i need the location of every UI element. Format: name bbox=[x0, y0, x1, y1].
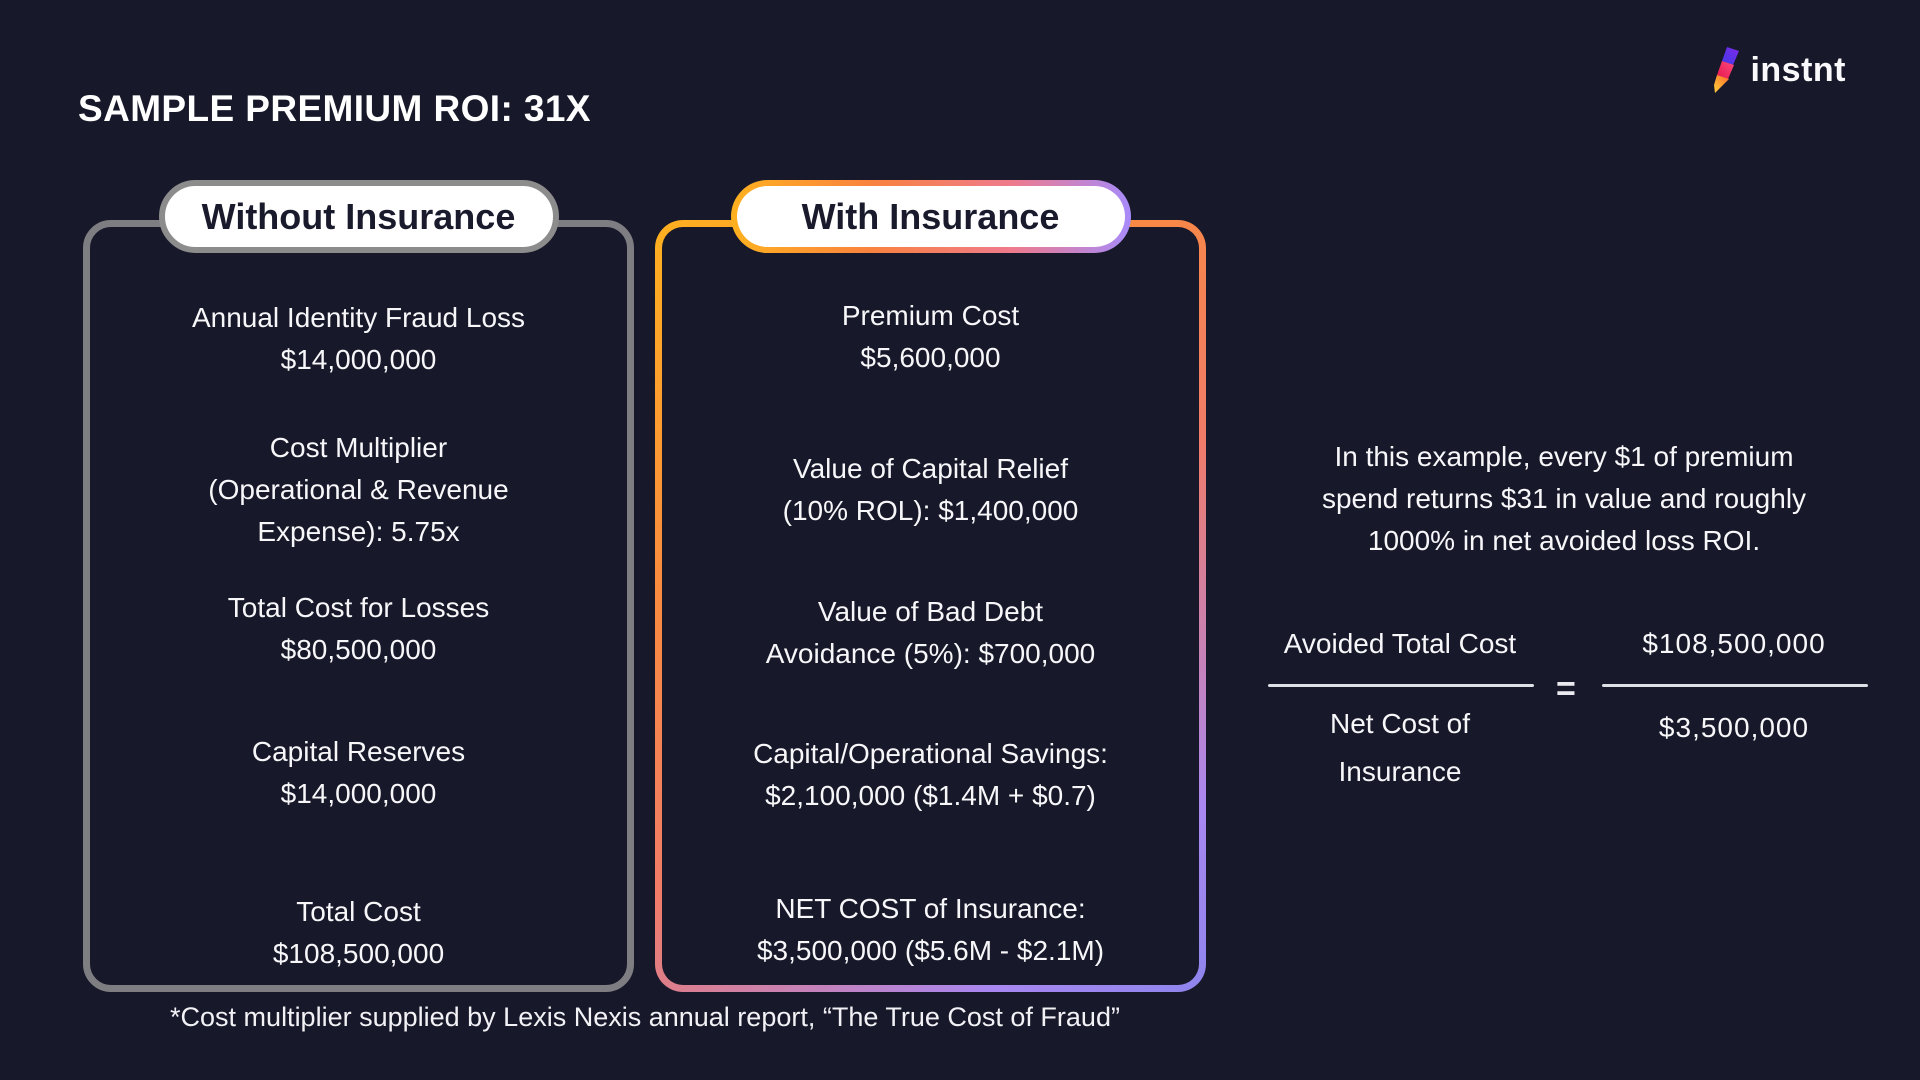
formula-denominator-label: Net Cost of Insurance bbox=[1329, 708, 1471, 787]
without-row-cost-multiplier: Cost Multiplier (Operational & Revenue E… bbox=[208, 432, 509, 547]
without-row-annual-fraud-loss: Annual Identity Fraud Loss $14,000,000 bbox=[191, 302, 526, 375]
page-title: SAMPLE PREMIUM ROI: 31X bbox=[78, 88, 591, 129]
instnt-logo: instnt bbox=[1713, 46, 1846, 94]
without-row-total-cost: Total Cost $108,500,000 bbox=[272, 896, 445, 969]
roi-summary-text: In this example, every $1 of premium spe… bbox=[1321, 441, 1807, 556]
without-insurance-header-pill: Without Insurance bbox=[158, 180, 559, 253]
with-row-capital-op-savings: Capital/Operational Savings: $2,100,000 … bbox=[753, 738, 1108, 811]
fraction-bar-right bbox=[1602, 684, 1868, 687]
without-row-total-cost-losses: Total Cost for Losses $80,500,000 bbox=[227, 592, 490, 665]
equals-sign: = bbox=[1556, 670, 1576, 708]
formula-numerator-value: $108,500,000 bbox=[1642, 628, 1826, 659]
logo-wordmark: instnt bbox=[1750, 50, 1846, 89]
without-insurance-card: Without Insurance Annual Identity Fraud … bbox=[83, 180, 634, 992]
formula-denominator-value: $3,500,000 bbox=[1658, 712, 1810, 743]
with-insurance-card-body: Premium Cost $5,600,000 Value of Capital… bbox=[662, 227, 1199, 985]
with-insurance-card: With Insurance Premium Cost $5,600,000 V… bbox=[655, 180, 1206, 992]
formula-numerator-label: Avoided Total Cost bbox=[1283, 628, 1517, 659]
with-row-bad-debt-avoidance: Value of Bad Debt Avoidance (5%): $700,0… bbox=[765, 596, 1096, 669]
without-row-capital-reserves: Capital Reserves $14,000,000 bbox=[251, 736, 466, 809]
with-insurance-header-pill: With Insurance bbox=[730, 180, 1131, 253]
fraction-bar-left bbox=[1268, 684, 1534, 687]
footnote: *Cost multiplier supplied by Lexis Nexis… bbox=[170, 1002, 1120, 1032]
with-row-capital-relief: Value of Capital Relief (10% ROL): $1,40… bbox=[782, 453, 1079, 526]
with-row-net-cost: NET COST of Insurance: $3,500,000 ($5.6M… bbox=[756, 893, 1105, 966]
lightning-bolt-icon bbox=[1714, 47, 1740, 93]
with-row-premium-cost: Premium Cost $5,600,000 bbox=[841, 300, 1020, 373]
with-insurance-header-label: With Insurance bbox=[736, 186, 1125, 247]
